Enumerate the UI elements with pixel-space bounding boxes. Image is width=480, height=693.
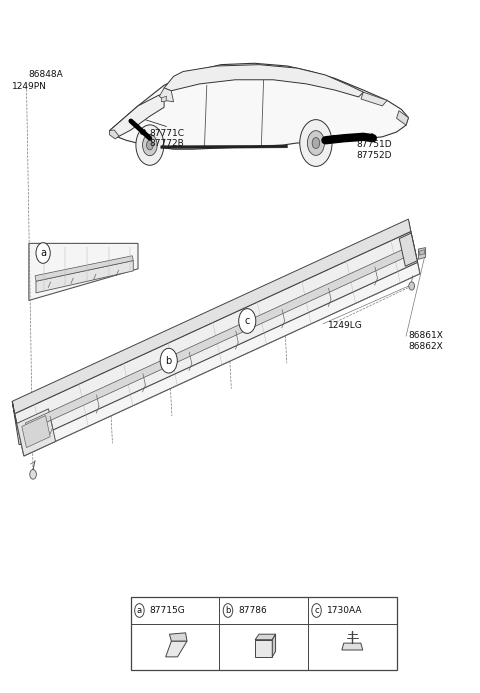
Polygon shape xyxy=(419,247,426,259)
Polygon shape xyxy=(342,643,363,650)
Text: 1730AA: 1730AA xyxy=(327,606,362,615)
Circle shape xyxy=(146,140,153,150)
Circle shape xyxy=(312,137,320,148)
Text: 87786: 87786 xyxy=(239,606,267,615)
Circle shape xyxy=(223,604,233,617)
Polygon shape xyxy=(255,634,276,640)
Text: b: b xyxy=(166,356,172,366)
Bar xyxy=(131,597,396,669)
Text: b: b xyxy=(225,606,231,615)
Text: c: c xyxy=(245,316,250,326)
Circle shape xyxy=(300,120,332,166)
Polygon shape xyxy=(12,219,411,414)
Circle shape xyxy=(312,604,321,617)
Polygon shape xyxy=(109,63,408,149)
Text: c: c xyxy=(314,606,319,615)
Polygon shape xyxy=(109,130,119,139)
Polygon shape xyxy=(420,249,425,255)
Circle shape xyxy=(136,125,164,166)
Text: 86848A: 86848A xyxy=(29,71,64,80)
Polygon shape xyxy=(29,243,138,301)
Polygon shape xyxy=(169,633,187,641)
Circle shape xyxy=(143,134,157,156)
Polygon shape xyxy=(22,416,50,448)
Circle shape xyxy=(307,131,324,155)
Text: 86861X
86862X: 86861X 86862X xyxy=(408,331,444,351)
Polygon shape xyxy=(161,145,288,148)
Polygon shape xyxy=(159,88,174,102)
Polygon shape xyxy=(164,64,363,97)
Text: 87715G: 87715G xyxy=(150,606,186,615)
Circle shape xyxy=(36,243,50,263)
Polygon shape xyxy=(361,92,387,106)
Polygon shape xyxy=(166,641,187,657)
Text: 87751D
87752D: 87751D 87752D xyxy=(356,140,392,159)
Polygon shape xyxy=(36,261,133,293)
Polygon shape xyxy=(399,233,417,266)
Polygon shape xyxy=(25,248,408,431)
Text: 1249LG: 1249LG xyxy=(328,322,362,331)
Text: 1249PN: 1249PN xyxy=(12,82,47,91)
Circle shape xyxy=(409,282,415,290)
Circle shape xyxy=(239,308,256,333)
Polygon shape xyxy=(255,640,272,657)
Polygon shape xyxy=(14,231,418,444)
Polygon shape xyxy=(35,256,133,281)
Circle shape xyxy=(135,604,144,617)
Polygon shape xyxy=(12,401,22,444)
Text: 87771C
87772B: 87771C 87772B xyxy=(149,129,184,148)
Polygon shape xyxy=(161,96,167,102)
Polygon shape xyxy=(12,222,420,456)
Polygon shape xyxy=(109,95,164,137)
Text: a: a xyxy=(40,248,46,258)
Polygon shape xyxy=(272,634,276,657)
Circle shape xyxy=(30,470,36,479)
Circle shape xyxy=(160,349,177,373)
Text: a: a xyxy=(137,606,142,615)
Polygon shape xyxy=(396,111,408,125)
Polygon shape xyxy=(17,409,56,456)
